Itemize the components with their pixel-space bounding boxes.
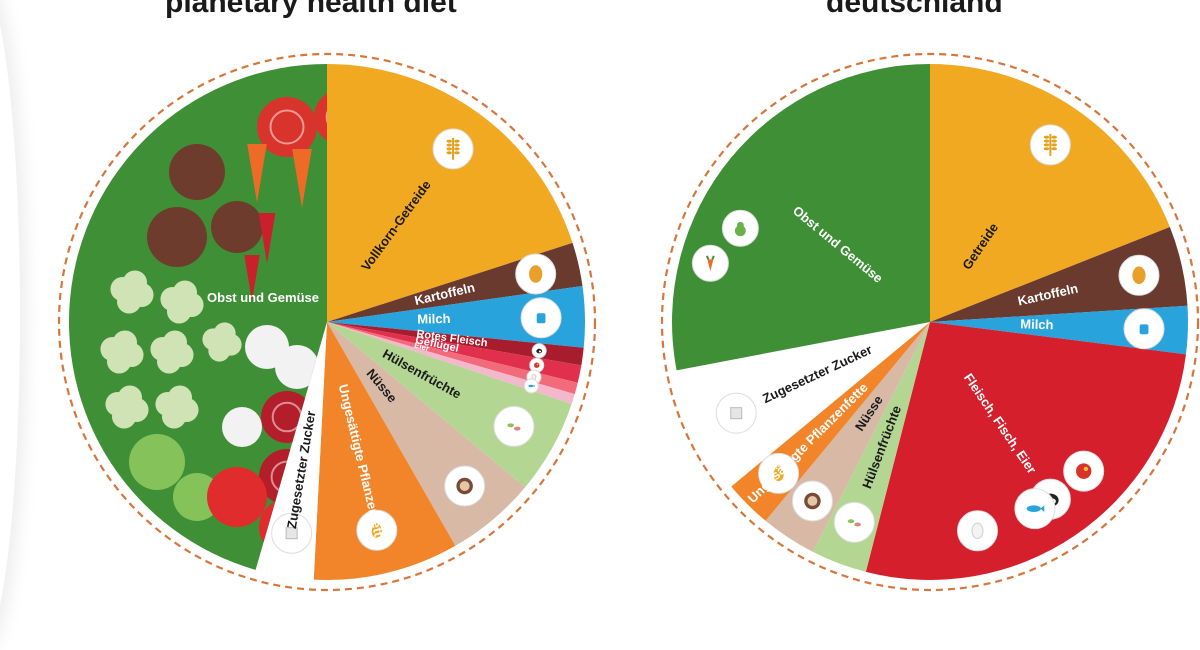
pie-slice-zugesetzter-zucker xyxy=(255,322,327,580)
pie-slice-kartoffeln xyxy=(327,242,583,322)
mushroom-illustration xyxy=(147,207,207,267)
wheat-icon xyxy=(1029,124,1071,166)
pie-slice-kartoffeln xyxy=(930,227,1188,322)
broccoli-illustration xyxy=(150,330,194,374)
broccoli-illustration xyxy=(100,330,144,374)
pie-slice-obst-und-gemuese xyxy=(69,64,328,570)
chicken-icon xyxy=(529,357,545,373)
broccoli-illustration xyxy=(160,280,204,324)
walnut-icon xyxy=(791,480,833,522)
mushroom-illustration xyxy=(169,144,225,200)
broccoli-illustration xyxy=(202,322,242,362)
pear-icon xyxy=(721,209,759,247)
egg-icon xyxy=(957,510,999,552)
slice-label-eier: Eier xyxy=(413,341,430,354)
dashed-outline-ring xyxy=(660,52,1200,592)
pie-slice-fleisch-fisch-eier xyxy=(865,322,1186,580)
dashed-outline-ring xyxy=(57,52,597,592)
garlic-illustration xyxy=(275,345,319,389)
tomato-illustration xyxy=(314,89,328,145)
pear-illustration xyxy=(129,434,185,490)
pie-slice-gefluegel xyxy=(327,322,582,383)
pepper-illustration xyxy=(244,255,260,302)
broccoli-illustration xyxy=(105,385,149,429)
pear-illustration xyxy=(173,473,221,521)
milk-icon xyxy=(520,297,562,339)
oil-drop-icon xyxy=(356,509,398,551)
milk-icon xyxy=(1123,308,1165,350)
pie-slice-ungesaettigte-pflanzenfette xyxy=(313,322,456,580)
pie-slice-fish xyxy=(327,322,575,404)
pie-slice-vollkorn-getreide xyxy=(327,64,573,322)
carrot-icon xyxy=(691,244,729,282)
potato-icon xyxy=(515,253,557,295)
tomato-illustration xyxy=(257,97,317,157)
slice-label-milch: Milch xyxy=(417,311,451,327)
potato-icon xyxy=(1118,254,1160,296)
broccoli-illustration xyxy=(155,385,199,429)
pepper-illustration xyxy=(258,213,276,264)
broccoli-illustration xyxy=(110,270,154,314)
pie-slice-rotes-fleisch xyxy=(327,322,584,366)
pie-slice-milch xyxy=(930,305,1188,355)
beans-icon xyxy=(493,405,535,447)
walnut-icon xyxy=(444,465,486,507)
carrot-illustration xyxy=(292,149,312,208)
chicken-icon xyxy=(1063,450,1105,492)
mushroom-illustration xyxy=(211,201,263,253)
pie-slices xyxy=(672,64,1188,580)
pie-slice-eier xyxy=(327,322,578,395)
cow-icon xyxy=(531,343,547,359)
beans-icon xyxy=(833,501,875,543)
carrot-illustration xyxy=(247,144,267,203)
chart-title-planetary: planetary health diet xyxy=(165,0,457,19)
slice-label-milch: Milch xyxy=(1020,316,1054,332)
garlic-illustration xyxy=(222,407,262,447)
slice-label-obst-und-gemuese: Obst und Gemüse xyxy=(207,290,319,305)
pie-slice-obst-und-gemuese xyxy=(672,64,930,371)
apple-illustration xyxy=(207,467,267,527)
sugar-icon xyxy=(715,392,757,434)
chart-title-deutschland: deutschland xyxy=(826,0,1003,19)
wheat-icon xyxy=(432,128,474,170)
oil-drop-icon xyxy=(758,452,800,494)
sugar-icon xyxy=(271,512,313,554)
pie-slice-milch xyxy=(327,285,585,348)
fish-icon xyxy=(523,378,539,394)
pie-slice-zugesetzter-zucker xyxy=(676,322,930,487)
pie-slice-getreide xyxy=(930,64,1170,322)
fish-icon xyxy=(1014,488,1056,530)
